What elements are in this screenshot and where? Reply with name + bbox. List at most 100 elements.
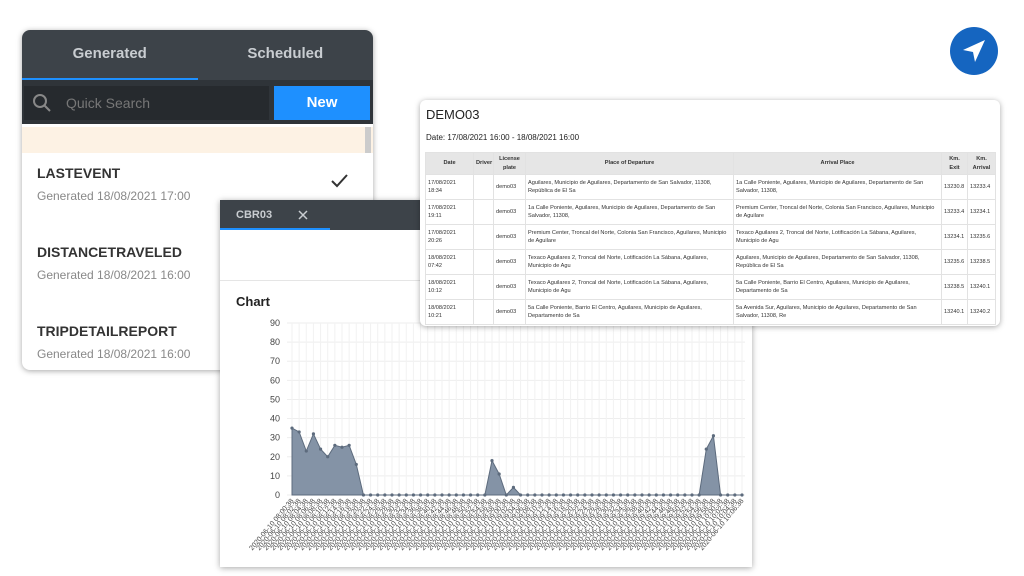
- data-point: [518, 493, 523, 497]
- cell: 1a Calle Poniente, Aguilares, Municipio …: [733, 174, 942, 200]
- data-point: [476, 493, 480, 497]
- cell: 17/08/2021 18:34: [425, 174, 474, 200]
- tab-bar: CBR03: [220, 200, 420, 230]
- header-row: Date Driver License plate Place of Departur…: [425, 152, 996, 175]
- cell: 13238.5: [967, 249, 996, 275]
- tab[interactable]: Generated: [22, 30, 198, 80]
- y-tick-label: 0: [275, 490, 280, 500]
- data-point: [540, 493, 544, 497]
- cell: demo03: [493, 224, 526, 250]
- data-point: [376, 493, 380, 497]
- data-point: [604, 493, 608, 497]
- column-header: Km. Arrival: [967, 152, 996, 175]
- data-point: [704, 447, 708, 451]
- date-range: Date: 17/08/2021 16:00 - 18/08/2021 16:0…: [426, 133, 580, 142]
- data-point: [311, 432, 316, 436]
- cell: Aguilares, Municipio de Aguilares, Depar…: [525, 174, 734, 200]
- cell: 13234.1: [941, 224, 968, 250]
- data-point: [418, 493, 423, 497]
- cell: 17/08/2021 19:11: [425, 199, 474, 225]
- cell: 18/08/2021 10:12: [425, 274, 474, 300]
- data-point: [404, 493, 408, 497]
- data-point: [633, 493, 637, 497]
- data-point: [318, 447, 323, 451]
- data-point: [676, 493, 680, 497]
- report-item[interactable]: DISTANCETRAVELED Generated 18/08/2021 16:…: [37, 244, 190, 282]
- data-point: [711, 434, 716, 438]
- column-header: Date: [425, 152, 474, 175]
- column-header: Driver: [473, 152, 494, 175]
- y-tick-label: 30: [270, 433, 280, 443]
- check-icon: [331, 174, 348, 188]
- search-row: Quick Search New: [22, 80, 373, 124]
- cell: demo03: [493, 174, 526, 200]
- driver-cell: [473, 199, 494, 225]
- data-point: [640, 493, 644, 497]
- data-point: [333, 443, 337, 447]
- cell: Texaco Aguilares 2, Troncal del Norte, L…: [733, 224, 942, 250]
- table-row: 18/08/2021 10:21 demo03 5a Calle Poniente,…: [425, 299, 996, 325]
- report-generated: Generated 18/08/2021 16:00: [37, 347, 191, 361]
- cell: 1a Calle Poniente, Aguilares, Municipio …: [525, 199, 734, 225]
- table-title: DEMO03: [426, 107, 480, 122]
- cell: Premium Center, Troncal del Norte, Colon…: [733, 199, 942, 225]
- tab[interactable]: CBR03: [220, 200, 330, 230]
- report-name: TRIPDETAILREPORT: [37, 323, 177, 339]
- trip-table-panel: DEMO03 Date: 17/08/2021 16:00 - 18/08/20…: [420, 100, 1000, 326]
- data-point: [533, 493, 537, 497]
- chart-title: Chart: [236, 294, 271, 309]
- report-item[interactable]: LASTEVENT Generated 18/08/2021 17:00: [37, 165, 190, 203]
- data-point: [611, 493, 616, 497]
- table-row: 18/08/2021 07:42 demo03 Texaco Aguilares 2…: [425, 249, 996, 275]
- cell: 13240.2: [967, 299, 996, 325]
- data-point: [583, 493, 587, 497]
- cell: Texaco Aguilares 2, Troncal del Norte, L…: [525, 249, 734, 275]
- new-button[interactable]: New: [274, 86, 370, 120]
- data-point: [554, 493, 558, 497]
- cell: 18/08/2021 10:21: [425, 299, 474, 325]
- data-point: [576, 493, 580, 497]
- search-icon: [33, 94, 51, 112]
- table-row: 17/08/2021 18:34 demo03 Aguilares, Municip…: [425, 174, 996, 200]
- data-point: [568, 493, 573, 497]
- y-tick-label: 90: [270, 318, 280, 328]
- report-item[interactable]: TRIPDETAILREPORT Generated 18/08/2021 16:…: [37, 323, 190, 361]
- search-input[interactable]: Quick Search: [24, 86, 269, 120]
- data-point: [597, 493, 601, 497]
- column-header: License plate: [493, 152, 526, 175]
- close-icon[interactable]: [297, 209, 309, 221]
- scrollbar: [365, 127, 371, 153]
- cell: 5a Calle Poniente, Barrio El Centro, Agu…: [733, 274, 942, 300]
- cell: demo03: [493, 249, 526, 275]
- cell: 5a Avenida Sur, Aguilares, Municipio de …: [733, 299, 942, 325]
- report-name: LASTEVENT: [37, 165, 121, 181]
- cell: demo03: [493, 199, 526, 225]
- data-point: [661, 493, 666, 497]
- data-point: [690, 493, 694, 497]
- y-tick-label: 20: [270, 452, 280, 462]
- data-point: [354, 462, 358, 467]
- data-point: [433, 493, 437, 497]
- y-tick-label: 80: [270, 337, 280, 347]
- data-point: [733, 493, 737, 497]
- table-wrap: Date Driver License plate Place of Departur…: [420, 152, 996, 325]
- data-point: [468, 493, 473, 497]
- data-point: [340, 445, 344, 449]
- tab[interactable]: Scheduled: [247, 45, 324, 62]
- data-point: [683, 493, 687, 497]
- cell: 17/08/2021 20:26: [425, 224, 474, 250]
- data-point: [290, 426, 294, 430]
- data-point: [361, 493, 366, 497]
- driver-cell: [473, 249, 494, 275]
- data-point: [561, 493, 566, 497]
- cell: 13240.1: [941, 299, 968, 325]
- cell: 13234.1: [967, 199, 996, 225]
- cell: Texaco Aguilares 2, Troncal del Norte, L…: [525, 274, 734, 300]
- report-list-panel: Generated Scheduled Quick Search New LAS…: [22, 30, 373, 370]
- cell: demo03: [493, 299, 526, 325]
- data-point: [297, 430, 301, 434]
- send-icon[interactable]: [949, 26, 999, 76]
- data-point: [383, 493, 387, 497]
